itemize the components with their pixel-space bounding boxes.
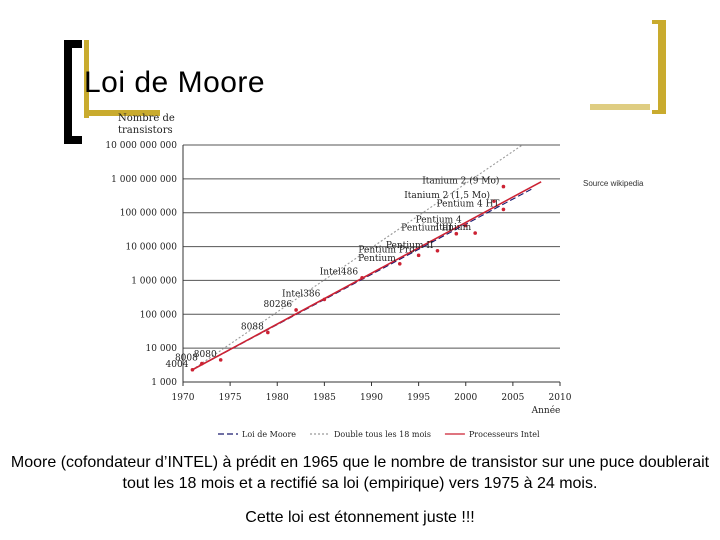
y-axis-label-line2: transistors [118,125,173,136]
data-point [473,231,477,235]
x-tick-label: 1995 [407,393,430,403]
y-tick-label: 100 000 000 [120,209,178,219]
y-tick-label: 10 000 000 [125,243,177,253]
data-point-label: Pentium [358,254,396,264]
data-point-label: 8080 [194,350,217,360]
data-point-label: 8088 [241,322,264,332]
data-point [322,297,327,302]
data-point-label: Itanium [436,223,472,233]
slide-title: Loi de Moore [84,66,266,99]
x-tick-label: 2010 [549,393,572,403]
x-tick-label: 1980 [266,393,289,403]
y-tick-label: 10 000 [146,344,178,354]
title-underline-right [590,104,650,110]
data-point [492,199,496,203]
x-tick-label: 2000 [454,393,477,403]
data-point-label: Pentium II [386,241,434,251]
legend-label-0: Loi de Moore [242,430,296,439]
data-point-label: 4004 [166,360,189,370]
slide-conclusion: Cette loi est étonnement juste !!! [245,509,475,526]
x-tick-label: 1970 [172,393,195,403]
left-bracket-decoration [64,40,82,144]
data-point-label: Intel486 [320,268,359,278]
left-accent-line [84,40,99,118]
data-point [435,249,440,253]
series-line-2 [192,181,542,371]
title-underline-left [84,110,160,116]
data-point-label: Pentium III [401,224,453,234]
data-point-label: 8008 [175,354,198,364]
y-tick-label: 1 000 [151,378,177,388]
data-point [218,358,223,362]
data-point [416,253,421,258]
data-point-label: Pentium Pro [358,245,414,255]
x-tick-label: 2005 [501,393,524,403]
data-point-label: Pentium 4 [416,215,462,225]
data-point [397,261,402,266]
right-bracket-decoration [652,20,666,114]
data-point [463,223,468,228]
y-tick-label: 10 000 000 000 [105,141,177,151]
x-axis-label: Année [531,405,561,416]
data-point [200,361,204,366]
data-point [294,308,298,312]
x-tick-label: 1975 [219,393,242,403]
slide-caption: Moore (cofondateur d’INTEL) à prédit en … [10,454,710,492]
data-point-label: Itanium 2 (9 Mo) [422,176,499,187]
y-tick-label: 1 000 000 [131,276,177,286]
data-point [454,231,459,236]
y-tick-label: 100 000 [140,310,177,320]
legend-label-2: Processeurs Intel [469,430,540,439]
data-point-label: Itanium 2 (1,5 Mo) [404,190,490,201]
data-point [501,207,506,212]
series-line-1 [192,144,523,371]
y-tick-label: 1 000 000 000 [111,175,177,185]
y-axis-label-line1: Nombre de [118,113,175,124]
source-note: Source wikipedia [583,179,644,188]
x-tick-label: 1990 [360,393,383,403]
data-point-label: 80286 [263,300,292,310]
data-point [501,184,506,189]
data-point-label: Pentium 4 HT [437,199,500,209]
legend-label-1: Double tous les 18 mois [334,430,431,439]
data-point [360,275,364,280]
data-point [190,367,195,372]
data-point-label: Intel386 [282,289,321,299]
data-point [266,330,270,335]
x-tick-label: 1985 [313,393,336,403]
